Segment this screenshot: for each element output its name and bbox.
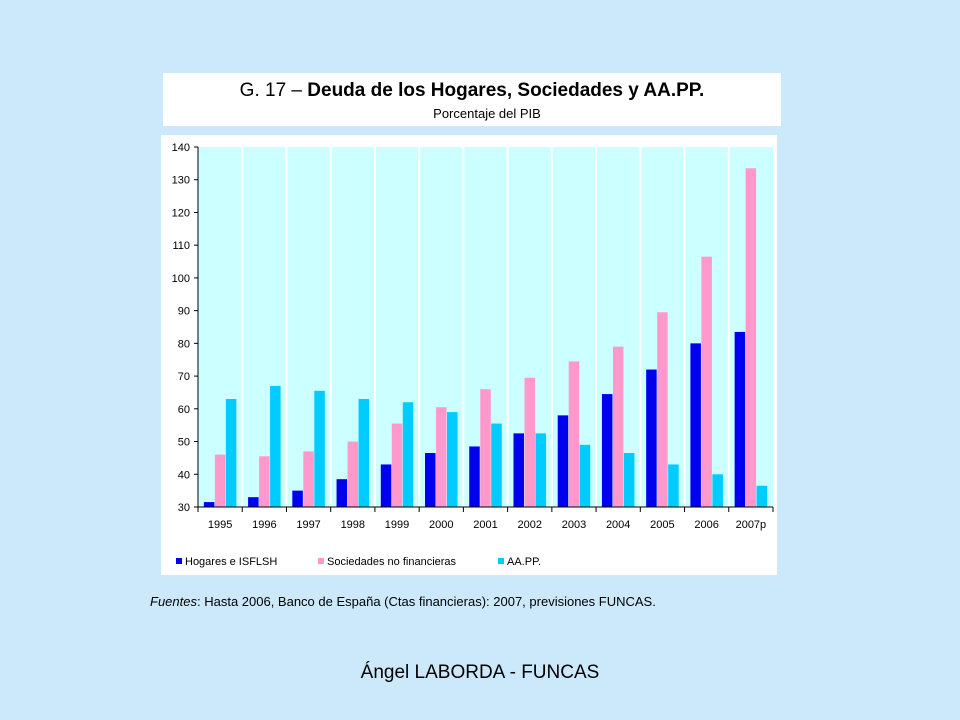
bar bbox=[447, 412, 458, 507]
bar bbox=[756, 485, 768, 507]
bar bbox=[491, 423, 502, 507]
chart-title-box: G. 17 – Deuda de los Hogares, Sociedades… bbox=[163, 73, 781, 126]
bar bbox=[668, 464, 679, 507]
bar bbox=[701, 256, 712, 507]
legend-label: Hogares e ISFLSH bbox=[185, 556, 277, 568]
bar bbox=[612, 346, 624, 507]
source-label: Fuentes bbox=[150, 594, 197, 609]
chart-title: G. 17 – Deuda de los Hogares, Sociedades… bbox=[163, 80, 781, 102]
bar bbox=[690, 343, 701, 507]
x-tick-label: 1998 bbox=[341, 519, 365, 531]
bar bbox=[568, 361, 580, 507]
bar bbox=[347, 441, 359, 507]
x-tick-label: 1996 bbox=[252, 519, 276, 531]
chart-title-bold: Deuda de los Hogares, Sociedades y AA.PP… bbox=[307, 80, 705, 101]
bar bbox=[292, 490, 303, 507]
bar bbox=[380, 464, 392, 507]
bar bbox=[436, 407, 447, 507]
x-tick-label: 2002 bbox=[517, 519, 541, 531]
y-tick-label: 120 bbox=[172, 207, 190, 219]
y-tick-label: 110 bbox=[172, 240, 190, 252]
y-tick-label: 60 bbox=[178, 404, 190, 416]
bar bbox=[623, 453, 635, 507]
bar bbox=[745, 168, 757, 507]
chart-subtitle: Porcentaje del PIB bbox=[433, 106, 541, 121]
bar bbox=[214, 454, 226, 507]
bar bbox=[513, 433, 524, 507]
bar bbox=[336, 479, 348, 507]
legend-label: AA.PP. bbox=[507, 556, 541, 568]
x-tick-label: 2004 bbox=[606, 519, 630, 531]
bar bbox=[646, 369, 657, 507]
bar bbox=[314, 390, 325, 507]
bar bbox=[712, 474, 723, 507]
legend-swatch bbox=[318, 558, 324, 564]
x-tick-label: 1999 bbox=[385, 519, 409, 531]
x-tick-label: 2001 bbox=[473, 519, 497, 531]
y-tick-label: 140 bbox=[172, 142, 190, 154]
chart-panel: 30 40 50 60 70 80 90 100 110 120 130 140 1995 1996 199… bbox=[161, 135, 777, 575]
y-tick-label: 50 bbox=[178, 437, 190, 449]
x-tick-label: 1995 bbox=[208, 519, 232, 531]
x-tick-label: 2005 bbox=[650, 519, 674, 531]
bar bbox=[391, 423, 403, 507]
x-tick-label: 1997 bbox=[296, 519, 320, 531]
legend-swatch bbox=[176, 558, 182, 564]
bar bbox=[248, 497, 259, 507]
bar bbox=[601, 394, 613, 507]
x-tick-label: 2003 bbox=[562, 519, 586, 531]
bar bbox=[734, 331, 746, 507]
bar bbox=[469, 446, 480, 507]
bar bbox=[259, 456, 270, 507]
y-tick-label: 80 bbox=[178, 338, 190, 350]
bar bbox=[425, 453, 436, 507]
legend-swatch bbox=[498, 558, 504, 564]
y-tick-label: 30 bbox=[178, 502, 190, 514]
legend-label: Sociedades no financieras bbox=[327, 556, 457, 568]
chart-title-prefix: G. 17 – bbox=[239, 80, 308, 101]
bar bbox=[225, 399, 237, 507]
bar bbox=[358, 399, 370, 507]
bar bbox=[270, 385, 281, 507]
bar bbox=[579, 444, 591, 507]
source-text: : Hasta 2006, Banco de España (Ctas fina… bbox=[196, 594, 656, 609]
bar bbox=[657, 312, 668, 507]
x-tick-label: 2000 bbox=[429, 519, 453, 531]
bar bbox=[303, 451, 314, 507]
bar bbox=[480, 389, 491, 507]
bar bbox=[535, 433, 546, 507]
y-tick-label: 100 bbox=[172, 273, 190, 285]
bar bbox=[203, 502, 215, 507]
x-tick-label: 2007p bbox=[736, 519, 767, 531]
y-tick-label: 70 bbox=[178, 371, 190, 383]
y-tick-label: 90 bbox=[178, 306, 190, 318]
y-tick-label: 40 bbox=[178, 469, 190, 481]
source-note: Fuentes: Hasta 2006, Banco de España (Ct… bbox=[150, 594, 656, 609]
bar bbox=[524, 377, 535, 507]
y-tick-label: 130 bbox=[172, 175, 190, 187]
bar bbox=[402, 402, 414, 507]
bar bbox=[557, 415, 569, 507]
bar-chart: 30 40 50 60 70 80 90 100 110 120 130 140 1995 1996 199… bbox=[172, 142, 774, 568]
x-tick-label: 2006 bbox=[694, 519, 718, 531]
footer-credit: Ángel LABORDA - FUNCAS bbox=[360, 662, 600, 683]
